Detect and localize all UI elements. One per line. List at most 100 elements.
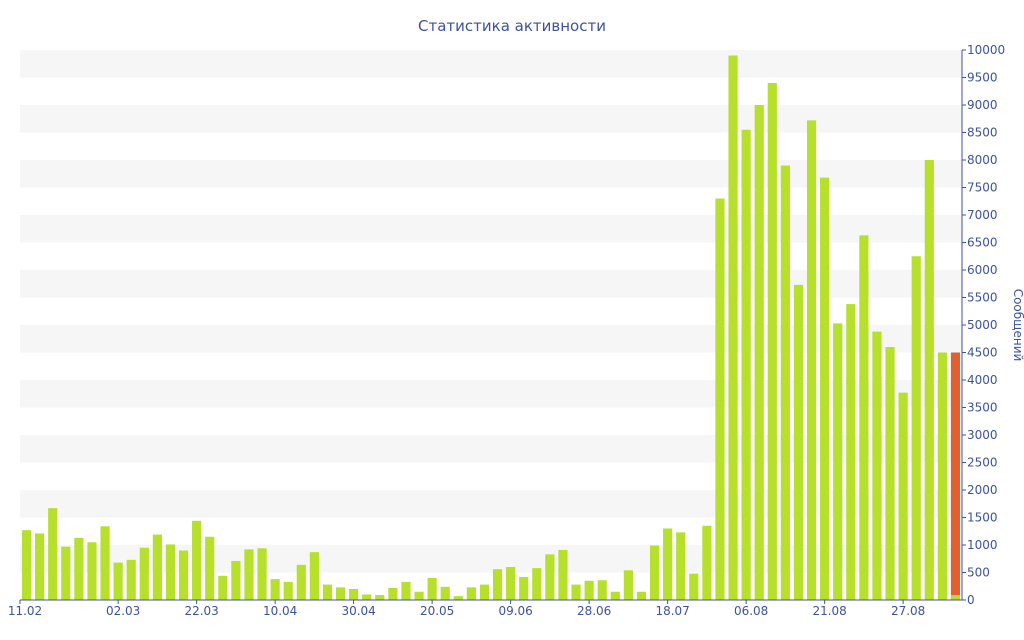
bar: [87, 542, 97, 600]
bar: [61, 546, 71, 600]
y-tick-label: 5500: [967, 291, 998, 305]
bar: [545, 554, 555, 600]
y-tick-label: 6000: [967, 263, 998, 277]
bar: [571, 584, 581, 600]
bar: [309, 552, 319, 600]
bar: [833, 323, 843, 600]
bar: [728, 55, 738, 600]
y-tick-label: 8000: [967, 153, 998, 167]
bar: [375, 595, 385, 600]
grid-band: [20, 270, 962, 298]
grid-band: [20, 545, 962, 573]
bar: [519, 576, 529, 600]
grid-band: [20, 50, 962, 78]
bar: [702, 525, 712, 600]
y-tick-label: 4000: [967, 373, 998, 387]
x-tick-label: 11.02: [8, 604, 42, 618]
bar: [152, 534, 162, 600]
x-tick-label: 09.06: [498, 604, 532, 618]
bar: [126, 559, 136, 600]
x-tick-label: 20.05: [420, 604, 454, 618]
bar: [885, 347, 895, 600]
bar: [767, 83, 777, 600]
bar: [610, 591, 620, 600]
bar: [113, 562, 123, 600]
bar: [911, 256, 921, 600]
y-tick-label: 3500: [967, 401, 998, 415]
bar: [21, 530, 32, 600]
y-tick-label: 2500: [967, 456, 998, 470]
grid-band: [20, 160, 962, 188]
bar: [100, 526, 110, 600]
bar: [453, 596, 463, 600]
bar: [663, 528, 673, 600]
y-tick-label: 3000: [967, 428, 998, 442]
bar: [859, 235, 869, 600]
x-tick-label: 02.03: [106, 604, 140, 618]
bar: [244, 549, 254, 600]
bar: [898, 392, 908, 600]
bar: [950, 352, 961, 600]
bar: [388, 587, 398, 600]
y-tick-label: 500: [967, 566, 990, 580]
bar: [741, 129, 751, 600]
bar-base-segment: [950, 595, 961, 600]
bar: [139, 547, 149, 600]
bar: [806, 120, 817, 601]
y-tick-label: 9500: [967, 71, 998, 85]
bar: [937, 352, 947, 600]
x-tick-label: 28.06: [577, 604, 611, 618]
x-tick-label: 10.04: [263, 604, 297, 618]
bar: [820, 177, 830, 600]
y-tick-label: 9000: [967, 98, 998, 112]
bar: [584, 580, 594, 600]
bar: [479, 584, 490, 600]
bar: [335, 587, 346, 600]
bar: [924, 160, 934, 600]
bar: [349, 589, 359, 600]
bar: [492, 569, 503, 600]
x-tick-label: 30.04: [341, 604, 375, 618]
y-tick-label: 2000: [967, 483, 998, 497]
x-tick-label: 06.08: [734, 604, 768, 618]
bar: [35, 533, 45, 600]
bar: [715, 198, 725, 600]
y-tick-label: 1000: [967, 538, 998, 552]
bar: [218, 575, 228, 600]
y-tick-label: 8500: [967, 126, 998, 140]
bar: [178, 550, 189, 600]
y-tick-label: 7500: [967, 181, 998, 195]
grid-band: [20, 490, 962, 518]
y-tick-label: 7000: [967, 208, 998, 222]
x-tick-label: 21.08: [812, 604, 846, 618]
x-axis: 11.02 02.03 22.03 10.04 30.04 20.05 09.06 28.06…: [8, 599, 962, 618]
bar: [506, 567, 516, 600]
bar: [676, 532, 686, 600]
chart-title: Статистика активности: [418, 17, 606, 35]
grid-band: [20, 325, 962, 353]
y-tick-label: 5000: [967, 318, 998, 332]
grid-band: [20, 105, 962, 133]
x-tick-label: 18.07: [655, 604, 689, 618]
bar: [440, 586, 450, 600]
bar: [362, 594, 372, 600]
bars: [21, 55, 961, 601]
bar: [296, 564, 306, 600]
grid-band: [20, 435, 962, 463]
y-tick-label: 1500: [967, 511, 998, 525]
bar: [74, 537, 84, 600]
bar: [427, 578, 437, 600]
y-tick-label: 6500: [967, 236, 998, 250]
y-axis-label: Сообщений: [1011, 289, 1024, 362]
bar: [231, 560, 241, 600]
bar: [558, 549, 568, 600]
y-tick-label: 4500: [967, 346, 998, 360]
bar: [48, 508, 58, 600]
grid-bands: [20, 50, 962, 573]
y-axis: 0 500 1000 1500 2000 2500 3000 3500 4000 4500 5000…: [961, 43, 1005, 607]
bar: [322, 584, 333, 600]
bar: [270, 579, 280, 600]
bar: [636, 591, 647, 600]
bar: [597, 580, 607, 600]
